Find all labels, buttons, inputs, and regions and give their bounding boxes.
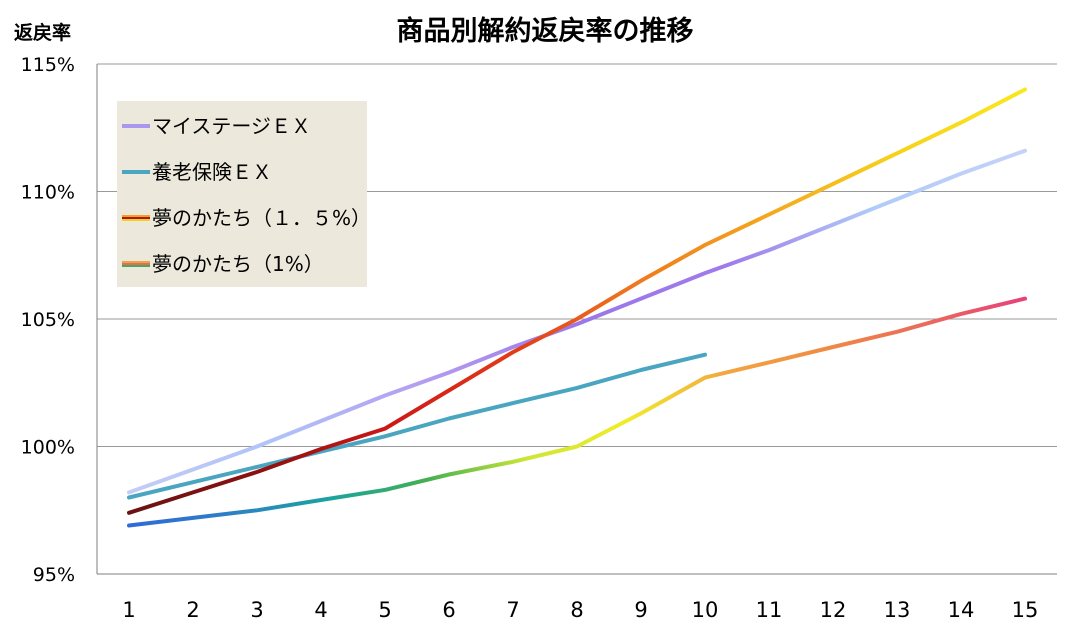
legend-label: 夢のかたち（1%） bbox=[152, 252, 324, 276]
series-line bbox=[127, 87, 1027, 515]
x-tick-label: 3 bbox=[250, 598, 263, 622]
chart-title: 商品別解約返戻率の推移 bbox=[397, 15, 694, 47]
x-tick-label: 10 bbox=[692, 598, 719, 622]
y-axis-ticks: 95% 100% 105% 110% 115% bbox=[21, 54, 75, 586]
x-tick-label: 4 bbox=[314, 598, 327, 622]
legend: マイステージＥＸ 養老保険ＥＸ 夢のかたち（１．５%） 夢のかたち（1%） bbox=[117, 101, 371, 287]
x-tick-label: 2 bbox=[186, 598, 199, 622]
x-tick-label: 13 bbox=[884, 598, 911, 622]
legend-label: 養老保険ＥＸ bbox=[152, 160, 272, 184]
y-tick-label: 115% bbox=[21, 54, 75, 76]
x-tick-label: 5 bbox=[378, 598, 391, 622]
y-tick-label: 100% bbox=[21, 437, 75, 459]
legend-item: マイステージＥＸ bbox=[122, 114, 311, 138]
x-tick-label: 6 bbox=[442, 598, 455, 622]
x-tick-label: 12 bbox=[820, 598, 847, 622]
x-tick-label: 8 bbox=[570, 598, 583, 622]
x-tick-label: 1 bbox=[122, 598, 135, 622]
series-line bbox=[127, 352, 707, 500]
x-tick-label: 15 bbox=[1012, 598, 1039, 622]
x-tick-label: 14 bbox=[948, 598, 975, 622]
y-axis-label: 返戻率 bbox=[14, 21, 71, 44]
x-tick-label: 7 bbox=[506, 598, 519, 622]
legend-item: 養老保険ＥＸ bbox=[122, 160, 272, 184]
x-tick-label: 11 bbox=[756, 598, 783, 622]
y-tick-label: 95% bbox=[33, 564, 75, 586]
legend-item: 夢のかたち（1%） bbox=[122, 252, 324, 276]
series-line bbox=[127, 148, 1027, 495]
y-tick-label: 105% bbox=[21, 309, 75, 331]
x-axis-ticks: 1 2 3 4 5 6 7 8 9 10 11 12 13 14 15 bbox=[122, 598, 1038, 622]
legend-item: 夢のかたち（１．５%） bbox=[122, 206, 371, 230]
x-tick-label: 9 bbox=[634, 598, 647, 622]
series-lines bbox=[127, 87, 1027, 528]
series-line bbox=[127, 296, 1027, 528]
legend-box bbox=[117, 101, 367, 287]
legend-label: 夢のかたち（１．５%） bbox=[152, 206, 371, 230]
y-tick-label: 110% bbox=[21, 182, 75, 204]
legend-label: マイステージＥＸ bbox=[152, 114, 311, 138]
